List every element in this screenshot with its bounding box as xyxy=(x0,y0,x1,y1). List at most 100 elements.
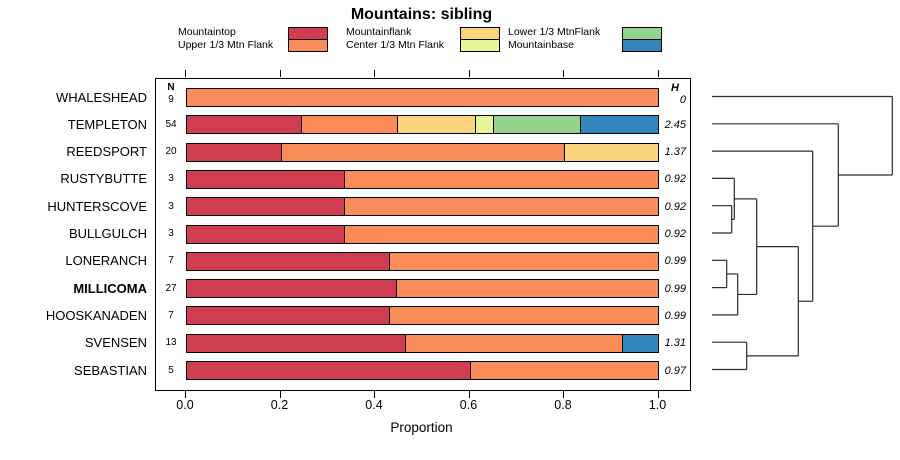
stacked-bar xyxy=(186,333,659,353)
legend-swatch-col1 xyxy=(288,27,328,52)
row-h-value: 0.97 xyxy=(664,364,686,377)
legend-swatch-col3 xyxy=(622,27,662,52)
bar-segment-upper-1-3-mtn-flank xyxy=(396,280,658,298)
axis-tick-top xyxy=(374,70,375,77)
bar-segment-mountaintop xyxy=(187,198,344,216)
n-column-header: N xyxy=(167,82,175,93)
stacked-bar xyxy=(186,251,659,271)
bar-segment-upper-1-3-mtn-flank xyxy=(281,143,564,161)
legend-swatch-center-flank xyxy=(460,39,500,52)
stacked-bar xyxy=(186,306,659,326)
stacked-bar xyxy=(186,115,659,135)
row-name: HOOSKANADEN xyxy=(45,307,147,323)
row-n-value: 20 xyxy=(165,146,177,158)
axis-tick-bottom xyxy=(657,391,659,398)
row-name: HUNTERSCOVE xyxy=(47,198,147,214)
row-n-value: 3 xyxy=(168,173,174,185)
bar-segment-mountainflank xyxy=(563,143,658,161)
bar-segment-lower-1-3-mtnflank xyxy=(492,116,580,134)
row-h-value: 0.92 xyxy=(664,173,686,186)
stacked-bar xyxy=(186,224,659,244)
bar-segment-upper-1-3-mtn-flank xyxy=(343,225,658,243)
row-name: WHALESHEAD xyxy=(55,89,147,105)
bar-segment-mountaintop xyxy=(187,116,301,134)
row-h-value: 2.45 xyxy=(664,118,686,131)
row-h-value: 0.99 xyxy=(664,282,686,295)
bar-segment-upper-1-3-mtn-flank xyxy=(300,116,397,134)
axis-tick-top xyxy=(468,70,470,77)
legend-swatch-upper-flank xyxy=(288,39,328,52)
row-h-value: 0 xyxy=(679,94,686,106)
axis-tick-bottom xyxy=(279,391,281,398)
row-name: SEBASTIAN xyxy=(74,362,147,378)
bar-segment-upper-1-3-mtn-flank xyxy=(389,252,658,270)
axis-tick-top xyxy=(563,70,564,77)
legend-label-center-flank: Center 1/3 Mtn Flank xyxy=(346,39,445,51)
axis-tick-top xyxy=(279,70,281,77)
row-name: TEMPLETON xyxy=(67,116,147,132)
row-h-value: 1.31 xyxy=(664,337,686,350)
row-n-value: 54 xyxy=(165,118,177,130)
legend-swatch-col2 xyxy=(460,27,500,52)
axis-tick-bottom xyxy=(563,391,564,398)
row-n-value: 13 xyxy=(165,337,177,349)
axis-tick-label: 1.0 xyxy=(648,398,667,412)
row-n-value: 3 xyxy=(168,228,174,239)
bar-segment-mountaintop xyxy=(187,362,470,379)
axis-tick-bottom xyxy=(374,391,375,398)
axis-tick-bottom xyxy=(468,391,470,398)
bar-segment-upper-1-3-mtn-flank xyxy=(469,362,658,379)
stacked-bar xyxy=(186,361,659,380)
legend-label-mountainflank: Mountainflank xyxy=(346,26,412,38)
legend-label-upper-flank: Upper 1/3 Mtn Flank xyxy=(178,39,274,51)
bar-segment-mountainflank xyxy=(396,116,476,134)
bar-segment-mountaintop xyxy=(187,225,344,243)
bar-segment-upper-1-3-mtn-flank xyxy=(343,170,658,188)
bar-segment-mountaintop xyxy=(187,170,344,188)
axis-tick-label: 0.2 xyxy=(270,398,289,412)
row-name: LONERANCH xyxy=(65,253,147,269)
row-h-value: 0.99 xyxy=(664,255,686,268)
bar-segment-upper-1-3-mtn-flank xyxy=(389,307,658,325)
bar-segment-upper-1-3-mtn-flank xyxy=(343,198,658,216)
row-n-value: 7 xyxy=(168,255,174,267)
row-name: MILLICOMA xyxy=(73,280,147,296)
legend-label-mountainbase: Mountainbase xyxy=(508,39,574,51)
bar-segment-mountaintop xyxy=(187,307,390,325)
stacked-bar xyxy=(186,169,659,189)
x-axis-title: Proportion xyxy=(390,420,453,435)
axis-tick-top xyxy=(657,70,659,77)
bar-segment-mountainbase xyxy=(579,116,658,134)
row-n-value: 9 xyxy=(168,94,174,105)
row-n-value: 3 xyxy=(168,200,174,212)
stacked-bar xyxy=(186,279,659,299)
stacked-bar xyxy=(186,142,659,162)
row-h-value: 0.92 xyxy=(664,228,686,240)
bar-segment-upper-1-3-mtn-flank xyxy=(187,89,658,106)
chart-title: Mountains: sibling xyxy=(350,6,493,23)
legend-label-mountaintop: Mountaintop xyxy=(178,26,236,38)
axis-tick-label: 0.6 xyxy=(459,398,478,412)
bar-segment-center-1-3-mtn-flank xyxy=(475,116,493,134)
axis-tick-top xyxy=(185,70,186,77)
stacked-bar xyxy=(186,197,659,217)
bar-segment-mountaintop xyxy=(187,252,390,270)
row-n-value: 27 xyxy=(165,282,177,294)
bar-segment-mountaintop xyxy=(187,280,397,298)
row-name: RUSTYBUTTE xyxy=(60,171,147,187)
row-name: REEDSPORT xyxy=(66,144,147,160)
row-h-value: 0.92 xyxy=(664,200,686,213)
legend-label-lower-flank: Lower 1/3 MtnFlank xyxy=(508,26,601,38)
bar-segment-mountaintop xyxy=(187,143,282,161)
row-name: BULLGULCH xyxy=(68,226,147,241)
plot-area: N H 9 0 54 2.45 20 1.37 3 0.92 3 0.92 3 0.92 7 0.99 27… xyxy=(155,78,691,391)
h-column-header: H xyxy=(671,82,679,94)
bar-segment-upper-1-3-mtn-flank xyxy=(404,334,622,352)
axis-tick-label: 0.4 xyxy=(365,398,383,412)
legend-swatch-mountainbase xyxy=(622,39,662,52)
axis-tick-label: 0.0 xyxy=(176,398,194,412)
row-name: SVENSEN xyxy=(84,335,147,351)
axis-tick-bottom xyxy=(185,391,186,398)
row-h-value: 0.99 xyxy=(664,309,686,322)
